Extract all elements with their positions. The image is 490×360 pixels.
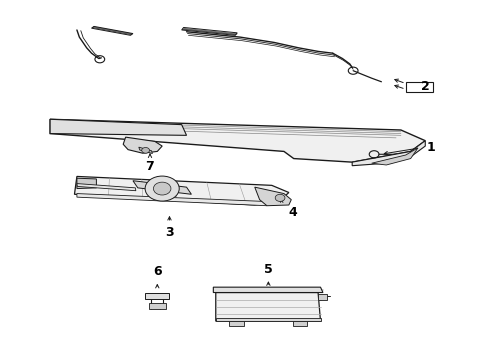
Polygon shape xyxy=(50,119,425,162)
Polygon shape xyxy=(50,119,187,135)
Polygon shape xyxy=(77,184,136,191)
Circle shape xyxy=(142,148,149,153)
Polygon shape xyxy=(216,318,320,321)
Polygon shape xyxy=(74,176,289,205)
Circle shape xyxy=(153,182,171,195)
Polygon shape xyxy=(213,287,323,293)
Polygon shape xyxy=(182,27,237,35)
Text: 7: 7 xyxy=(146,160,154,173)
Text: 3: 3 xyxy=(165,226,174,239)
Polygon shape xyxy=(372,148,418,165)
Circle shape xyxy=(275,194,285,202)
Polygon shape xyxy=(77,178,97,189)
Polygon shape xyxy=(293,321,307,327)
Polygon shape xyxy=(145,293,170,298)
Polygon shape xyxy=(216,293,320,321)
Polygon shape xyxy=(92,26,133,35)
Polygon shape xyxy=(77,194,267,206)
Polygon shape xyxy=(139,147,152,154)
Text: 5: 5 xyxy=(264,264,273,276)
Text: 2: 2 xyxy=(421,80,430,93)
Text: 6: 6 xyxy=(153,265,162,278)
Polygon shape xyxy=(133,181,192,194)
Polygon shape xyxy=(255,187,291,206)
Polygon shape xyxy=(318,294,327,300)
Polygon shape xyxy=(123,137,162,153)
Text: 1: 1 xyxy=(426,141,435,154)
Polygon shape xyxy=(229,321,244,327)
Circle shape xyxy=(145,176,179,201)
Text: 4: 4 xyxy=(289,206,297,219)
Polygon shape xyxy=(352,141,425,166)
Polygon shape xyxy=(148,303,166,309)
